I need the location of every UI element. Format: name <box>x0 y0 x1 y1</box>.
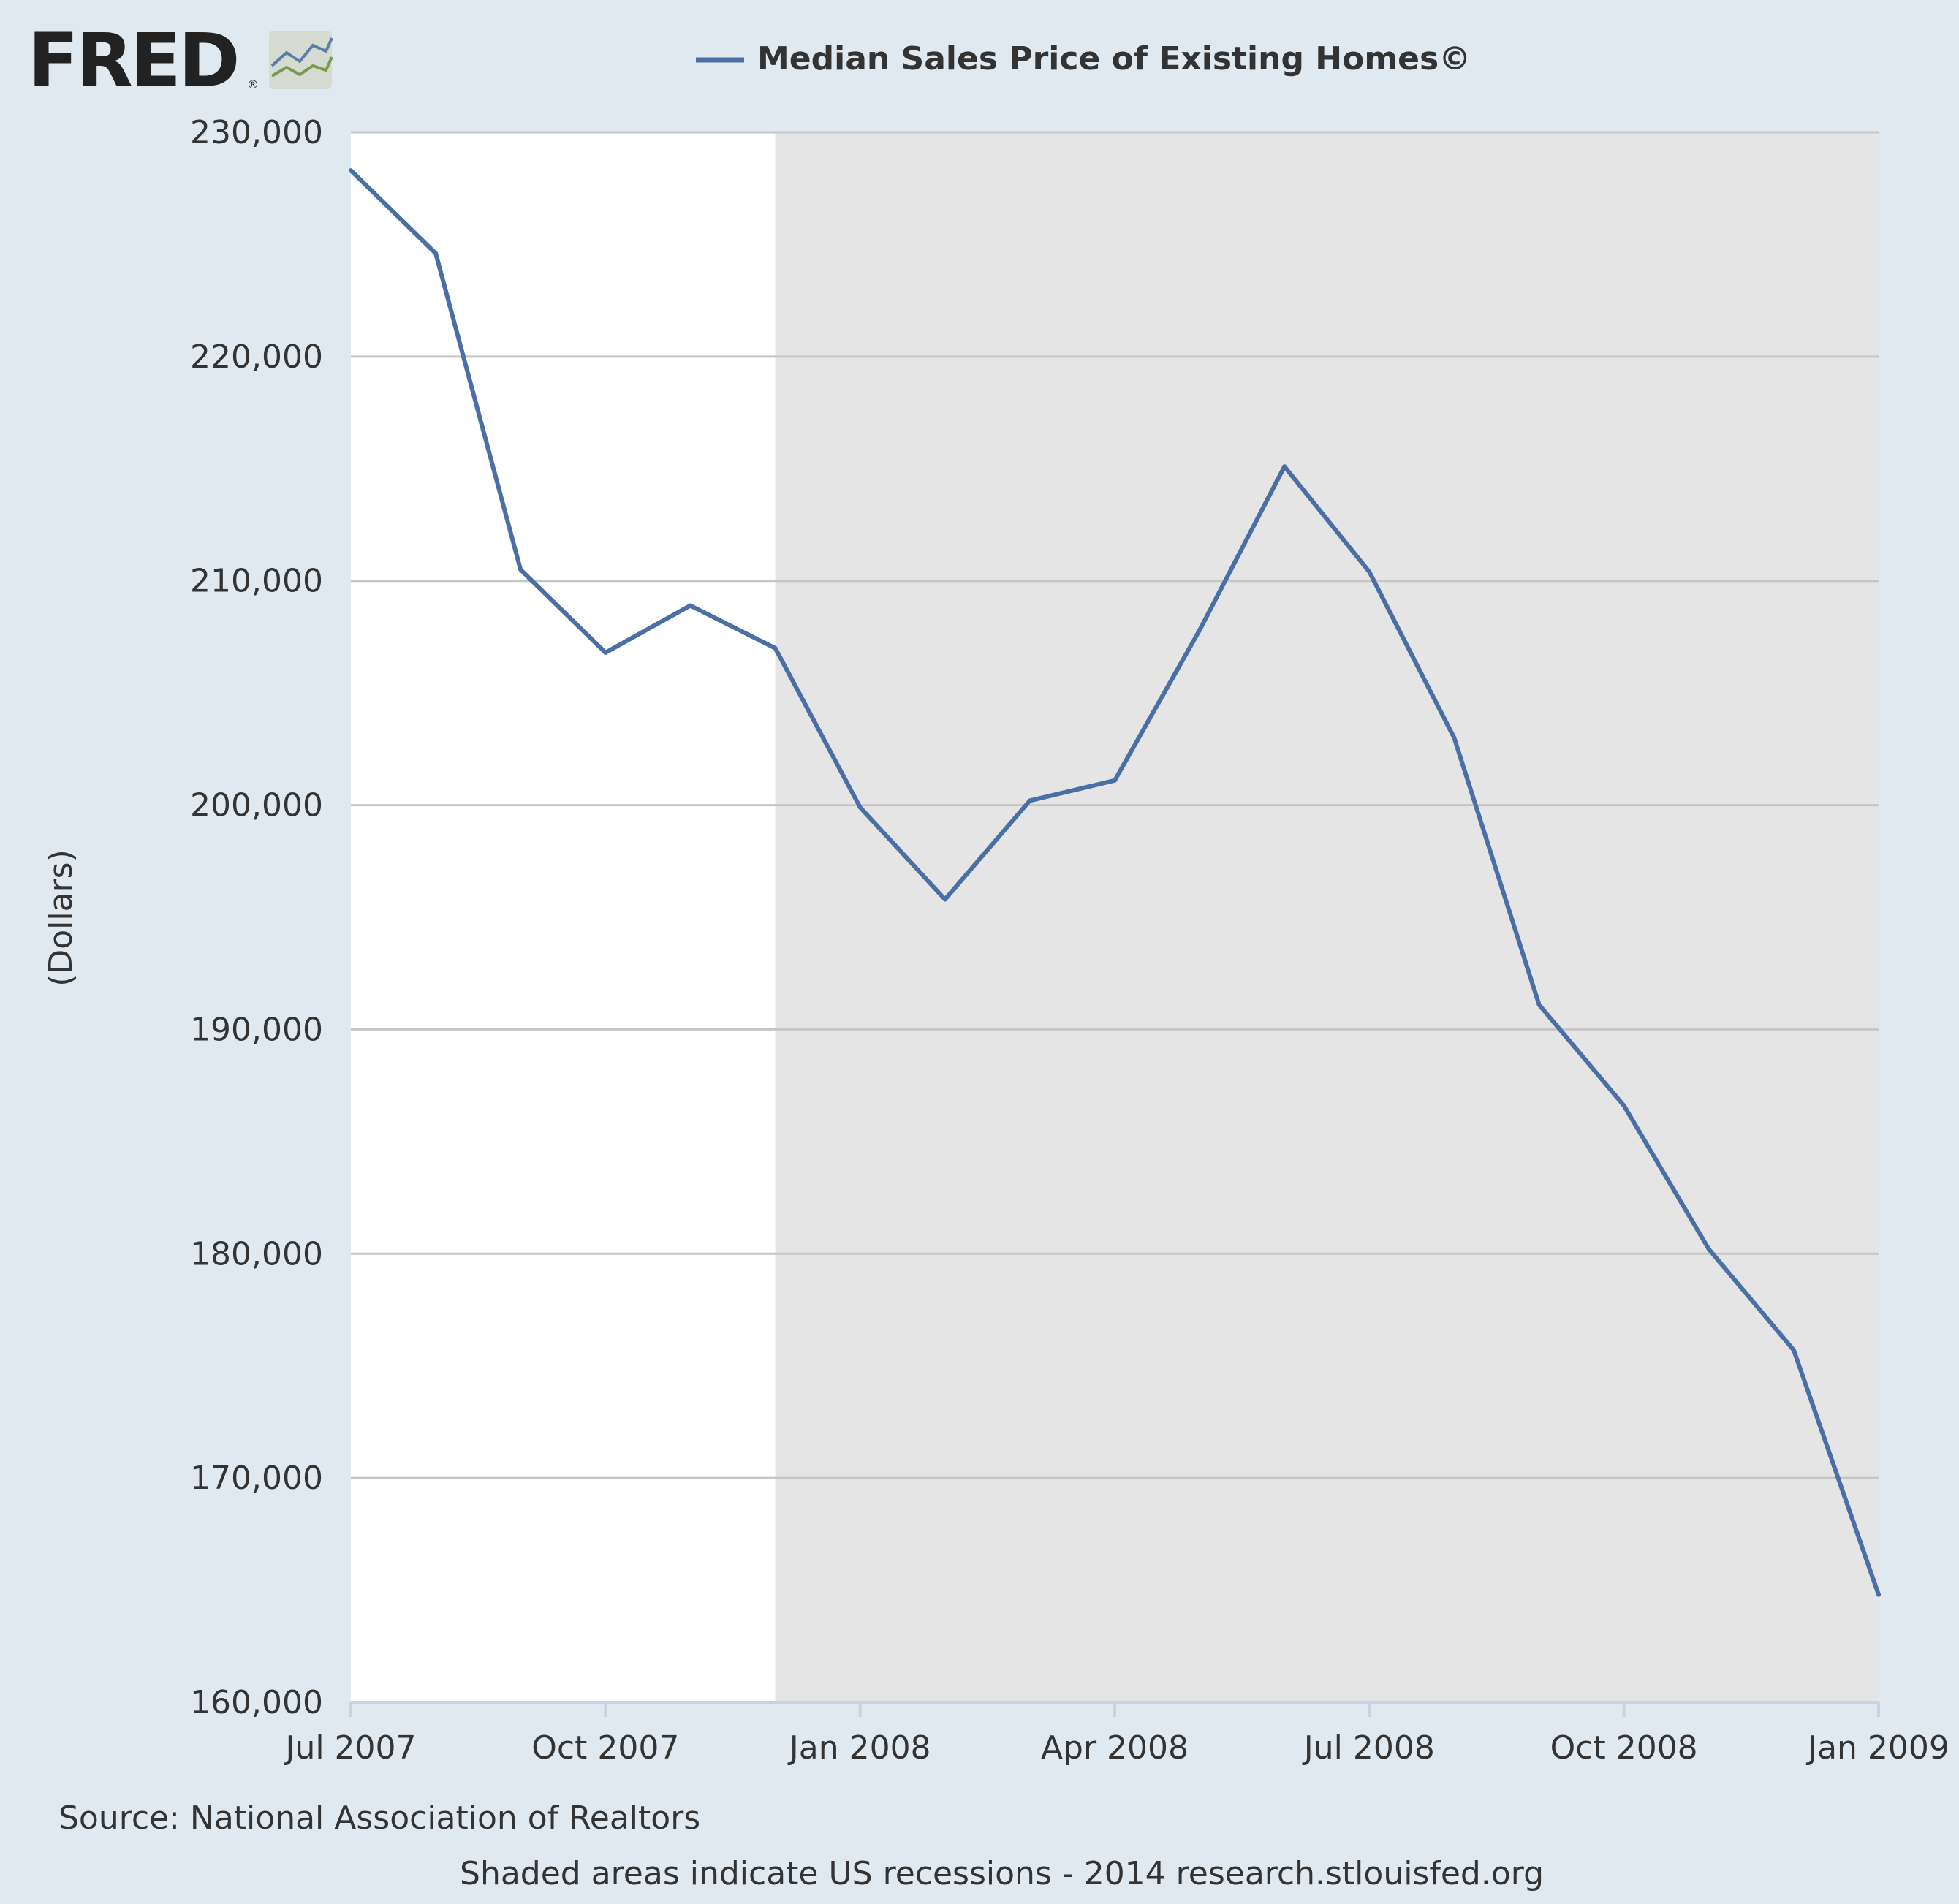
x-tick-label: Oct 2008 <box>1550 1729 1698 1767</box>
data-point <box>603 650 608 655</box>
x-axis <box>349 1701 1880 1717</box>
data-point <box>1282 464 1287 469</box>
data-point <box>773 645 778 651</box>
y-tick-label: 160,000 <box>190 1684 323 1721</box>
y-tick-label: 200,000 <box>190 787 323 824</box>
series-layer <box>349 168 1881 1597</box>
y-axis-label: (Dollars) <box>42 849 80 987</box>
data-point <box>1027 798 1032 803</box>
gridlines <box>351 131 1879 1479</box>
x-tick-label: Jan 2009 <box>1805 1729 1949 1767</box>
legend: Median Sales Price of Existing Homes© <box>696 40 1471 77</box>
source-note: Source: National Association of Realtors <box>58 1799 700 1837</box>
fred-logo: FRED ® <box>28 18 333 105</box>
data-point <box>1791 1348 1796 1353</box>
y-tick-label: 220,000 <box>190 338 323 376</box>
line-graph-icon <box>269 31 333 89</box>
fred-logo-text: FRED <box>28 18 238 105</box>
data-point <box>1113 778 1117 783</box>
data-point <box>1876 1592 1881 1597</box>
x-tick-label: Apr 2008 <box>1041 1729 1189 1767</box>
data-point <box>1452 735 1457 740</box>
legend-label: Median Sales Price of Existing Homes© <box>757 40 1471 77</box>
recession-shading <box>775 132 1879 1702</box>
y-tick-label: 170,000 <box>190 1460 323 1497</box>
x-axis-tick-labels: Jul 2007 Oct 2007 Jan 2008 Apr 2008 Jul 2008… <box>283 1729 1949 1767</box>
fred-registered-mark: ® <box>247 77 259 91</box>
data-point <box>688 603 693 608</box>
data-point <box>518 567 523 572</box>
recession-note: Shaded areas indicate US recessions - 20… <box>460 1855 1544 1892</box>
y-axis-tick-labels: 160,000 170,000 180,000 190,000 200,000 210,0… <box>190 114 323 1721</box>
x-tick-label: Jul 2007 <box>283 1729 416 1767</box>
y-tick-label: 230,000 <box>190 114 323 151</box>
data-point <box>857 805 863 810</box>
data-point <box>1536 1002 1542 1007</box>
recession-band <box>775 132 1879 1702</box>
data-point <box>1706 1247 1711 1252</box>
x-tick-label: Jul 2008 <box>1302 1729 1435 1767</box>
y-tick-label: 210,000 <box>190 563 323 600</box>
data-point <box>1367 569 1372 574</box>
y-tick-label: 190,000 <box>190 1011 323 1048</box>
x-tick-label: Oct 2007 <box>531 1729 679 1767</box>
y-tick-label: 180,000 <box>190 1235 323 1273</box>
data-point <box>433 251 439 256</box>
x-tick-label: Jan 2008 <box>787 1729 931 1767</box>
data-point <box>349 168 353 173</box>
data-point <box>942 897 947 902</box>
data-point <box>1621 1103 1626 1108</box>
data-point <box>1197 628 1202 633</box>
